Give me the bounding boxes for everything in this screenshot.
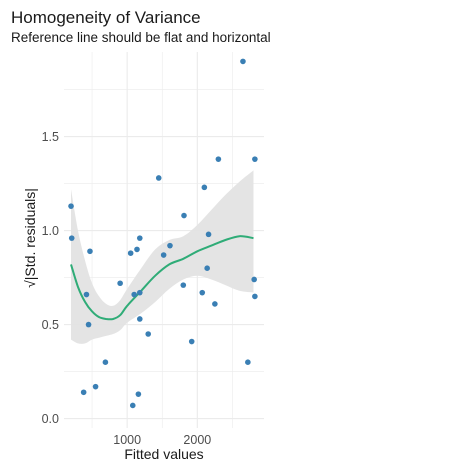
data-point bbox=[68, 203, 74, 209]
data-point bbox=[181, 212, 187, 219]
data-point bbox=[136, 316, 143, 322]
data-point bbox=[80, 389, 87, 396]
data-point bbox=[85, 321, 92, 328]
data-point bbox=[117, 280, 123, 287]
data-point bbox=[201, 184, 208, 191]
x-axis-label: Fitted values bbox=[124, 446, 203, 462]
smooth-line-layer bbox=[70, 235, 254, 321]
x-tick-label: 2000 bbox=[183, 433, 211, 447]
data-point bbox=[145, 331, 152, 337]
data-point bbox=[92, 383, 99, 390]
data-point bbox=[252, 156, 258, 162]
data-point bbox=[134, 246, 140, 253]
data-point bbox=[129, 402, 136, 409]
data-point bbox=[180, 282, 187, 288]
y-axis-label: √|Std. residuals| bbox=[22, 188, 38, 288]
y-tick-label: 1.0 bbox=[42, 224, 59, 238]
data-point bbox=[199, 289, 206, 296]
data-point bbox=[127, 250, 134, 256]
data-point bbox=[131, 291, 137, 298]
data-point bbox=[240, 58, 246, 65]
tick-labels: 1000 2000 0.0 0.5 1.0 1.5 bbox=[42, 130, 212, 447]
data-point bbox=[135, 391, 142, 397]
x-tick-label: 1000 bbox=[113, 433, 141, 447]
data-point bbox=[167, 242, 173, 249]
data-point bbox=[212, 301, 218, 307]
data-point bbox=[87, 248, 93, 255]
data-point bbox=[252, 293, 258, 300]
y-tick-label: 0.5 bbox=[42, 318, 59, 332]
chart-subtitle: Reference line should be flat and horizo… bbox=[11, 30, 271, 45]
chart-title: Homogeneity of Variance bbox=[11, 8, 201, 27]
data-point bbox=[160, 252, 167, 258]
data-point bbox=[102, 359, 109, 366]
y-tick-label: 1.5 bbox=[42, 130, 59, 144]
data-point bbox=[204, 265, 210, 272]
data-point bbox=[251, 276, 257, 283]
data-point bbox=[83, 291, 90, 298]
data-point bbox=[245, 359, 251, 366]
points-layer bbox=[68, 58, 258, 409]
data-point bbox=[188, 338, 195, 345]
data-point bbox=[155, 175, 162, 181]
smooth-line bbox=[70, 235, 254, 321]
data-point bbox=[205, 231, 212, 238]
y-tick-label: 0.0 bbox=[42, 412, 59, 426]
data-point bbox=[136, 289, 143, 296]
data-point bbox=[215, 156, 222, 162]
data-point bbox=[68, 235, 75, 241]
data-point bbox=[136, 235, 143, 241]
